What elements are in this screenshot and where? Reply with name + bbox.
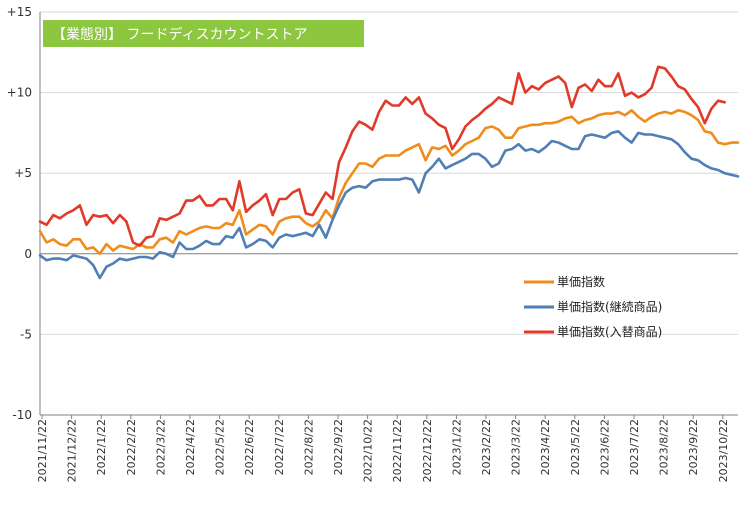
x-tick-label: 2022/7/22: [273, 419, 286, 475]
x-tick-label: 2022/8/22: [302, 419, 315, 475]
series-line-keizoku: [38, 130, 740, 280]
chart-title-box: 【業態別】 フードディスカウントストア: [43, 20, 364, 47]
series-line-tanka: [38, 109, 740, 256]
series-line-irekae: [38, 65, 727, 247]
x-tick-label: 2022/11/22: [391, 419, 404, 482]
x-tick-label: 2021/11/22: [36, 419, 49, 482]
legend-label-keizoku: 単価指数(継続商品): [557, 299, 662, 314]
x-tick-label: 2022/12/22: [421, 419, 434, 482]
x-tick-labels: 2021/11/22 2021/12/22 2022/1/22 2022/2/22 20…: [36, 419, 730, 482]
y-tick-label: +10: [7, 86, 32, 100]
x-tick-label: 2023/10/22: [717, 419, 730, 482]
x-tick-label: 2023/7/22: [628, 419, 641, 475]
chart-title-background: [43, 20, 364, 47]
legend-label-irekae: 単価指数(入替商品): [557, 324, 662, 339]
series-lines: [38, 65, 740, 280]
y-tick-label: -5: [20, 327, 32, 341]
x-tick-label: 2023/3/22: [510, 419, 523, 475]
x-tick-label: 2023/9/22: [687, 419, 700, 475]
x-tick-label: 2022/5/22: [214, 419, 227, 475]
y-tick-label: +5: [14, 166, 32, 180]
x-tick-label: 2023/1/22: [450, 419, 463, 475]
x-tick-label: 2023/5/22: [569, 419, 582, 475]
x-tick-label: 2022/6/22: [243, 419, 256, 475]
x-tick-label: 2022/3/22: [154, 419, 167, 475]
x-tick-label: 2022/9/22: [332, 419, 345, 475]
x-tick-label: 2023/6/22: [598, 419, 611, 475]
axes: [39, 12, 738, 419]
chart-title: 【業態別】 フードディスカウントストア: [52, 26, 307, 43]
x-tick-label: 2022/10/22: [362, 419, 375, 482]
legend: 単価指数 単価指数(継続商品) 単価指数(入替商品): [524, 274, 662, 339]
grid-lines: [40, 11, 738, 416]
x-tick-label: 2021/12/22: [66, 419, 79, 482]
y-tick-label: -10: [12, 408, 32, 422]
y-tick-label: 0: [24, 247, 32, 261]
legend-label-tanka: 単価指数: [557, 274, 605, 289]
x-tick-label: 2023/4/22: [539, 419, 552, 475]
x-tick-label: 2023/2/22: [480, 419, 493, 475]
x-tick-label: 2022/4/22: [184, 419, 197, 475]
x-tick-label: 2023/8/22: [658, 419, 671, 475]
y-tick-label: +15: [7, 5, 32, 19]
x-tick-label: 2022/2/22: [125, 419, 138, 475]
x-tick-label: 2022/1/22: [95, 419, 108, 475]
y-tick-labels: +15 +10 +5 0 -5 -10: [7, 5, 32, 422]
